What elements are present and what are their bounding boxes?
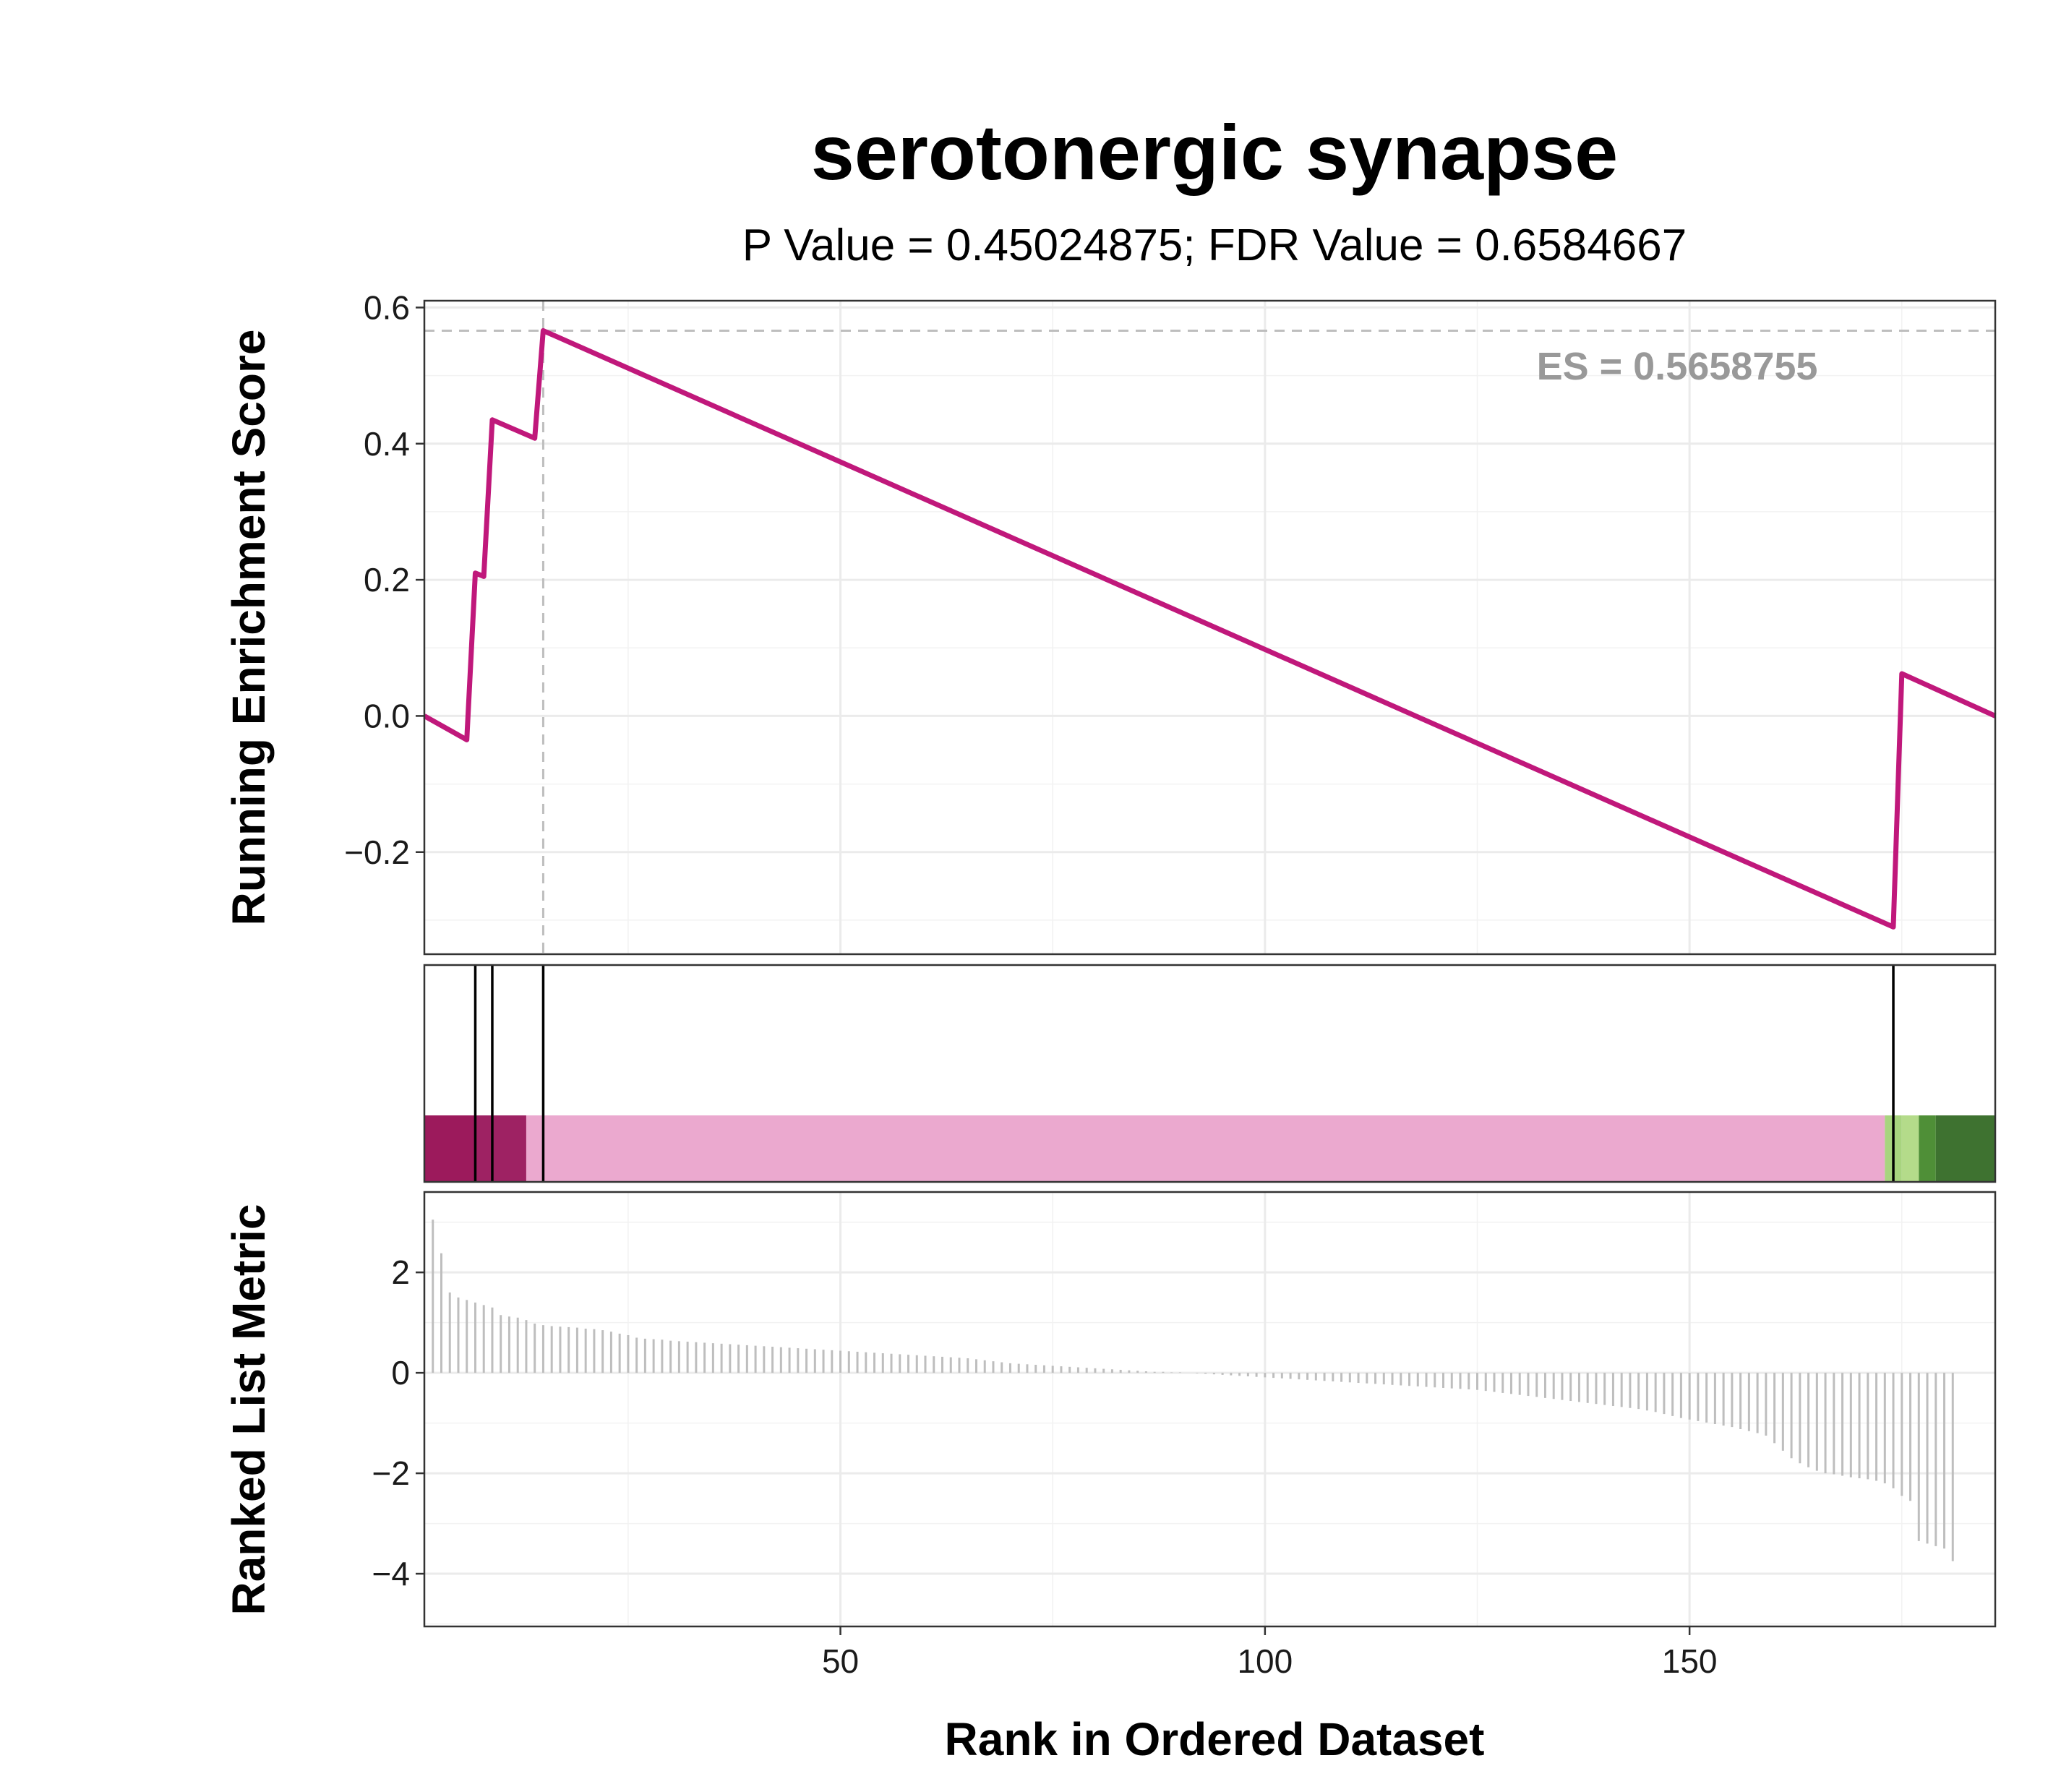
hits-panel-border <box>423 964 1997 1183</box>
enrichment-y-axis-label: Running Enrichment Score <box>223 330 275 926</box>
enrichment-y-tick-label: 0.0 <box>364 697 410 734</box>
enrichment-y-tick-label: −0.2 <box>344 833 410 871</box>
running-enrichment-line <box>423 327 1997 930</box>
chart-subtitle: P Value = 0.45024875; FDR Value = 0.6584… <box>742 220 1687 270</box>
enrichment-panel-grid <box>424 301 1995 954</box>
ranked-metric-bars <box>432 1219 1954 1561</box>
metric-y-ticks: −4 −2 0 2 <box>372 1253 424 1592</box>
metric-y-tick-label: 0 <box>391 1354 410 1392</box>
metric-y-tick-label: 2 <box>391 1253 410 1291</box>
enrichment-panel-border <box>423 299 1997 956</box>
es-label: ES = 0.5658755 <box>1537 345 1818 388</box>
gene-hit-marks <box>474 965 1895 1182</box>
rank-heat-bar <box>424 1115 1995 1182</box>
heat-band <box>1919 1115 1936 1182</box>
metric-y-tick-label: −4 <box>372 1555 410 1592</box>
enrichment-y-tick-label: 0.6 <box>364 288 410 326</box>
x-tick-label: 100 <box>1237 1642 1293 1680</box>
enrichment-y-ticks: −0.2 0.0 0.2 0.4 0.6 <box>344 288 424 871</box>
chart-title: serotonergic synapse <box>811 108 1618 196</box>
metric-y-tick-label: −2 <box>372 1454 410 1492</box>
x-tick-label: 150 <box>1662 1642 1718 1680</box>
metric-panel-border <box>423 1191 1997 1628</box>
metric-panel-grid <box>424 1192 1995 1626</box>
heat-band <box>526 1115 1885 1182</box>
heat-band <box>424 1115 476 1182</box>
x-axis-ticks: 50 100 150 <box>822 1626 1718 1680</box>
metric-y-axis-label: Ranked List Metric <box>223 1204 275 1615</box>
enrichment-y-tick-label: 0.2 <box>364 561 410 599</box>
heat-band <box>1935 1115 1995 1182</box>
enrichment-y-tick-label: 0.4 <box>364 425 410 463</box>
heat-band <box>475 1115 526 1182</box>
heat-band <box>1901 1115 1919 1182</box>
x-axis-label: Rank in Ordered Dataset <box>945 1713 1485 1765</box>
x-tick-label: 50 <box>822 1642 859 1680</box>
